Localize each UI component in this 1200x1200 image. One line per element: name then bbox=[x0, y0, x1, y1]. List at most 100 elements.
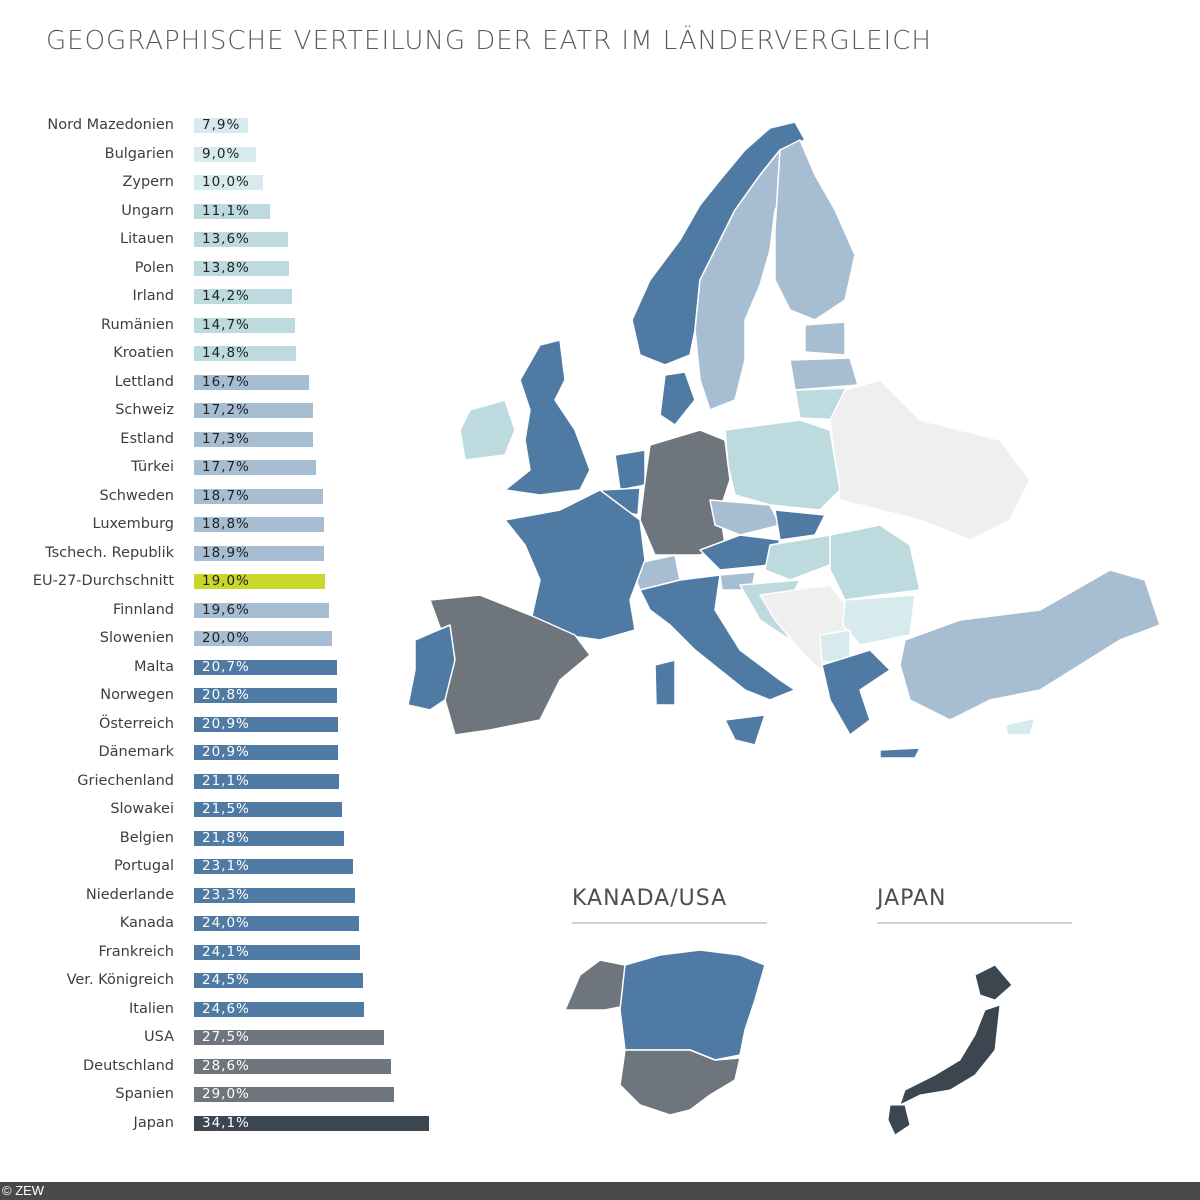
data-label: 13,8% bbox=[202, 259, 250, 276]
inset-title-japan: JAPAN bbox=[877, 886, 947, 911]
map-latvia bbox=[789, 357, 859, 391]
category-label: Zypern bbox=[122, 174, 174, 191]
data-label: 14,2% bbox=[202, 288, 250, 305]
map-czechia bbox=[709, 499, 781, 536]
category-label: Malta bbox=[134, 658, 174, 675]
data-label: 19,0% bbox=[202, 573, 250, 590]
map-japan-honshu bbox=[899, 1004, 1001, 1106]
data-label: 21,5% bbox=[202, 801, 250, 818]
map-france bbox=[504, 489, 646, 641]
category-label: Slowakei bbox=[110, 801, 174, 818]
data-label: 11,1% bbox=[202, 202, 250, 219]
category-label: Rumänien bbox=[101, 316, 174, 333]
category-label: Frankreich bbox=[98, 943, 174, 960]
bar: 16,7% bbox=[194, 374, 310, 390]
category-label: Türkei bbox=[131, 459, 174, 476]
bar: 27,5% bbox=[194, 1029, 384, 1046]
bar: 14,8% bbox=[194, 345, 296, 362]
bar: 23,1% bbox=[194, 858, 354, 875]
category-label: Norwegen bbox=[100, 687, 174, 704]
bar: 18,8% bbox=[194, 516, 324, 533]
inset-divider bbox=[572, 922, 767, 924]
category-label: Ver. Königreich bbox=[66, 972, 174, 989]
data-label: 18,8% bbox=[202, 516, 250, 533]
inset-title-kanada-usa: KANADA/USA bbox=[572, 886, 728, 911]
category-label: Bulgarien bbox=[104, 145, 174, 162]
category-label: Luxemburg bbox=[92, 516, 175, 533]
bar: 14,2% bbox=[194, 288, 292, 305]
map-sicily bbox=[724, 714, 766, 746]
data-label: 14,8% bbox=[202, 345, 250, 362]
category-label: Deutschland bbox=[83, 1057, 174, 1074]
map-crete bbox=[879, 747, 921, 759]
map-germany bbox=[639, 429, 731, 556]
category-label: Polen bbox=[134, 259, 174, 276]
inset-divider bbox=[877, 922, 1072, 924]
category-label: Nord Mazedonien bbox=[47, 117, 174, 133]
bar: 19,0% bbox=[194, 573, 325, 590]
map-cyprus bbox=[1004, 717, 1036, 736]
data-label: 24,5% bbox=[202, 972, 250, 989]
bar: 24,1% bbox=[194, 943, 361, 960]
map-bulgaria bbox=[842, 594, 916, 646]
category-label: Ungarn bbox=[121, 202, 174, 219]
data-label: 17,7% bbox=[202, 459, 250, 476]
bar: 9,0% bbox=[194, 145, 257, 162]
data-label: 20,9% bbox=[202, 715, 250, 732]
data-label: 13,6% bbox=[202, 231, 250, 248]
bar: 13,8% bbox=[194, 259, 290, 276]
bar: 10,0% bbox=[194, 174, 263, 191]
category-label: Niederlande bbox=[85, 886, 174, 903]
bar: 21,5% bbox=[194, 801, 343, 818]
map-east bbox=[829, 379, 1031, 541]
map-finland bbox=[774, 139, 856, 321]
map-turkey bbox=[899, 569, 1161, 721]
data-label: 20,9% bbox=[202, 744, 250, 761]
bar: 18,9% bbox=[194, 544, 325, 561]
data-label: 18,9% bbox=[202, 544, 250, 561]
category-label: USA bbox=[143, 1029, 174, 1046]
map-netherlands bbox=[614, 449, 646, 491]
category-label: Dänemark bbox=[98, 744, 174, 761]
data-label: 28,6% bbox=[202, 1057, 250, 1074]
data-label: 20,8% bbox=[202, 687, 250, 704]
map-sardinia bbox=[654, 659, 676, 706]
category-label: Spanien bbox=[115, 1086, 174, 1103]
map-poland bbox=[724, 419, 841, 511]
bar: 14,7% bbox=[194, 317, 296, 333]
data-label: 29,0% bbox=[202, 1086, 250, 1103]
category-label: Lettland bbox=[114, 373, 174, 390]
data-label: 7,9% bbox=[202, 117, 241, 133]
data-label: 27,5% bbox=[202, 1029, 250, 1046]
data-label: 9,0% bbox=[202, 145, 241, 162]
map-usa bbox=[619, 1049, 741, 1116]
map-japan-kyushu bbox=[887, 1104, 911, 1136]
category-label: Schweden bbox=[99, 487, 174, 504]
bar: 20,8% bbox=[194, 687, 338, 704]
map-romania bbox=[829, 524, 921, 601]
category-label: Italien bbox=[128, 1000, 174, 1017]
map-sweden bbox=[694, 149, 791, 411]
category-label: Österreich bbox=[98, 715, 174, 732]
map-uk bbox=[504, 339, 591, 496]
bar-chart: Nord Mazedonien 7,9% Bulgarien 9,0% Zypern 10… bbox=[0, 0, 440, 1180]
data-label: 24,6% bbox=[202, 1000, 250, 1017]
data-label: 17,3% bbox=[202, 430, 250, 447]
category-label: Kroatien bbox=[113, 345, 174, 362]
bar: 17,2% bbox=[194, 402, 313, 419]
map-italy bbox=[639, 574, 796, 701]
map-japan-hokkaido bbox=[974, 964, 1013, 1001]
category-label: Irland bbox=[132, 288, 174, 305]
map-estonia bbox=[804, 321, 846, 356]
bar: 20,9% bbox=[194, 744, 339, 761]
bar: 20,0% bbox=[194, 630, 332, 647]
data-label: 24,1% bbox=[202, 943, 250, 960]
category-label: Tschech. Republik bbox=[45, 544, 174, 561]
category-label: Japan bbox=[133, 1114, 174, 1131]
category-label: Schweiz bbox=[115, 402, 174, 419]
bar: 24,6% bbox=[194, 1000, 364, 1017]
category-label: Finnland bbox=[112, 601, 174, 618]
category-label: Belgien bbox=[119, 829, 174, 846]
